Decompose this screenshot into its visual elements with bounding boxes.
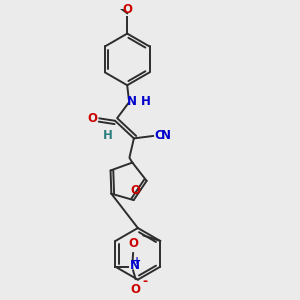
Text: O: O [130,283,140,296]
Text: O: O [87,112,98,125]
Text: N: N [127,94,137,107]
Text: N: N [130,259,140,272]
Text: O: O [128,237,138,250]
Text: +: + [133,256,141,266]
Text: N: N [160,130,171,142]
Text: H: H [141,94,151,107]
Text: O: O [130,184,140,197]
Text: C: C [154,130,163,142]
Text: -: - [142,275,147,288]
Text: H: H [103,129,112,142]
Text: O: O [122,3,132,16]
